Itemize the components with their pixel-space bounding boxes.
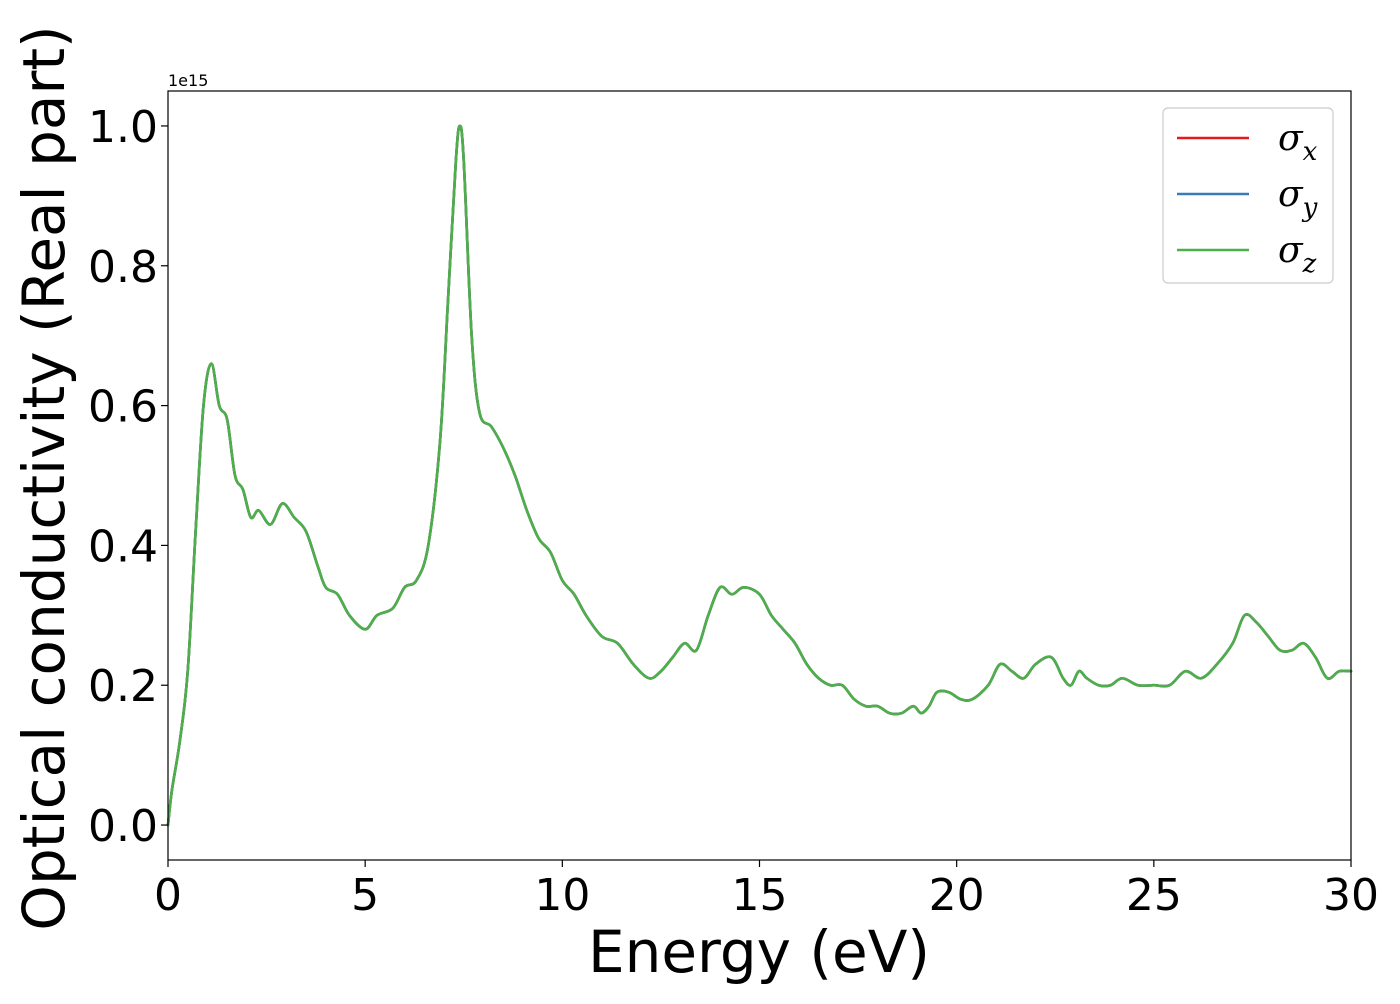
x-axis-ticks: 0 5 10 15 20 25 30 (154, 860, 1379, 921)
x-tick-label: 0 (154, 870, 182, 921)
legend-label-x: σx (1278, 118, 1318, 167)
y-tick-label: 0.4 (88, 521, 158, 572)
legend-frame (1162, 107, 1334, 284)
legend-label-y: σy (1278, 174, 1318, 223)
x-tick-label: 25 (1126, 870, 1182, 921)
legend-label-z: σz (1278, 230, 1317, 279)
x-tick-label: 5 (351, 870, 379, 921)
legend: σx σy σz (1162, 107, 1334, 284)
y-axis-ticks: 0.0 0.2 0.4 0.6 0.8 1.0 (88, 102, 168, 852)
y-tick-label: 0.0 (88, 801, 158, 852)
y-tick-label: 0.6 (88, 382, 158, 433)
x-tick-label: 15 (732, 870, 788, 921)
x-tick-label: 20 (929, 870, 985, 921)
x-axis-title: Energy (eV) (588, 918, 930, 986)
y-tick-label: 1.0 (88, 102, 158, 153)
y-tick-label: 0.2 (88, 661, 158, 712)
x-tick-label: 30 (1323, 870, 1379, 921)
y-offset-text: 1e15 (168, 71, 208, 90)
x-tick-label: 10 (534, 870, 590, 921)
series-layer (166, 124, 1353, 827)
y-axis-title: Optical conductivity (Real part) (10, 25, 78, 930)
y-tick-label: 0.8 (88, 242, 158, 293)
series-line-z (166, 124, 1353, 827)
